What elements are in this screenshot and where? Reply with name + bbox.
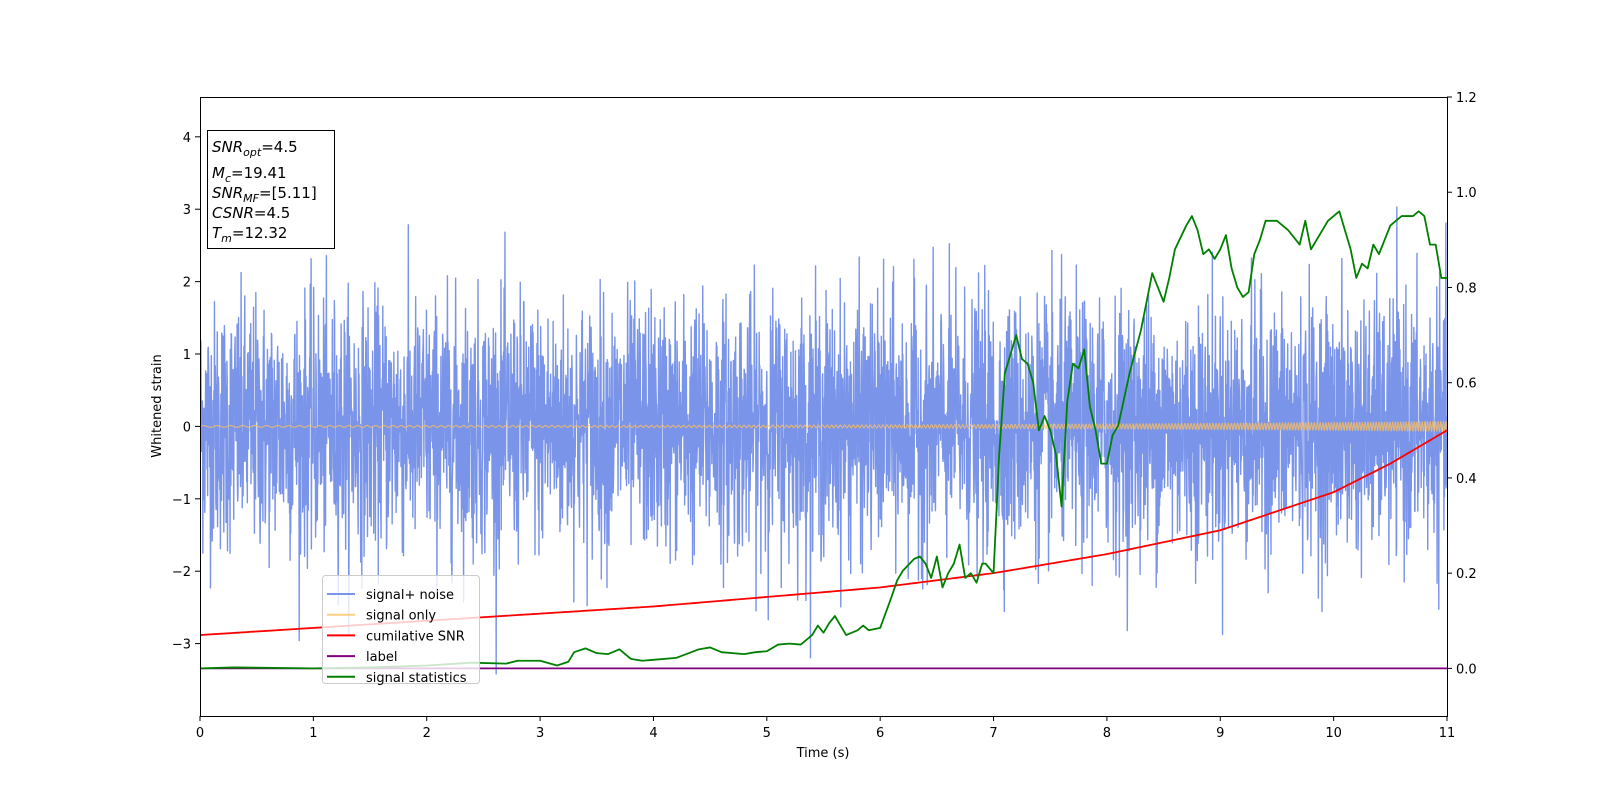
legend-label: label bbox=[366, 650, 397, 665]
y-left-tick-label: −1 bbox=[172, 493, 191, 508]
annotation-tm: Tm=12.32 bbox=[212, 224, 287, 245]
legend-label: cumilative SNR bbox=[366, 629, 465, 644]
x-tick-label: 4 bbox=[649, 726, 657, 741]
x-tick-label: 1 bbox=[309, 726, 317, 741]
x-tick-label: 3 bbox=[536, 726, 544, 741]
series-line-1 bbox=[200, 420, 1447, 432]
annotation-snr-mf: SNRMF=[5.11] bbox=[212, 184, 317, 205]
legend: signal+ noise signal only cumilative SNR la… bbox=[322, 575, 480, 686]
plot-frame bbox=[200, 97, 1448, 717]
y-left-tick-label: 0 bbox=[183, 420, 191, 435]
y-right-tick-label: 1.2 bbox=[1456, 91, 1477, 106]
y-right-tick-label: 0.0 bbox=[1456, 662, 1477, 677]
y-left-tick-label: 4 bbox=[183, 131, 191, 146]
x-axis: 0 1 2 3 4 5 6 7 8 9 10 11 bbox=[196, 716, 1455, 741]
y-right-tick-label: 0.4 bbox=[1456, 472, 1477, 487]
x-tick-label: 0 bbox=[196, 726, 204, 741]
y-left-tick-label: −3 bbox=[172, 638, 191, 653]
annotation-mc: Mc=19.41 bbox=[212, 164, 287, 185]
y-axis-right: 0.0 0.2 0.4 0.6 0.8 1.0 1.2 bbox=[1447, 91, 1477, 677]
annotation-frame bbox=[207, 130, 335, 249]
y-left-tick-label: 3 bbox=[183, 203, 191, 218]
series-line-0 bbox=[200, 206, 1447, 675]
y-right-tick-label: 1.0 bbox=[1456, 186, 1477, 201]
x-tick-label: 11 bbox=[1439, 726, 1456, 741]
y-axis-label: Whitened strain bbox=[150, 354, 165, 457]
annotation-csnr: CSNR=4.5 bbox=[212, 204, 290, 222]
x-tick-label: 5 bbox=[763, 726, 771, 741]
legend-label: signal+ noise bbox=[366, 588, 454, 603]
y-left-tick-label: −2 bbox=[172, 565, 191, 580]
legend-frame bbox=[322, 575, 480, 684]
x-tick-label: 10 bbox=[1325, 726, 1342, 741]
x-tick-label: 6 bbox=[876, 726, 884, 741]
y-right-tick-label: 0.6 bbox=[1456, 377, 1477, 392]
annotation-snr-opt: SNRopt=4.5 bbox=[212, 138, 298, 159]
x-axis-label: Time (s) bbox=[796, 746, 850, 761]
y-left-tick-label: 1 bbox=[183, 348, 191, 363]
annotation-box: SNRopt=4.5 Mc=19.41 SNRMF=[5.11] CSNR=4.… bbox=[207, 130, 335, 249]
y-right-tick-label: 0.2 bbox=[1456, 567, 1477, 582]
y-left-tick-label: 2 bbox=[183, 276, 191, 291]
y-axis-left: −3 −2 −1 0 1 2 3 4 bbox=[172, 131, 200, 653]
x-tick-label: 8 bbox=[1103, 726, 1111, 741]
x-tick-label: 9 bbox=[1216, 726, 1224, 741]
x-tick-label: 7 bbox=[989, 726, 997, 741]
legend-label: signal statistics bbox=[366, 671, 467, 686]
legend-label: signal only bbox=[366, 609, 436, 624]
y-right-tick-label: 0.8 bbox=[1456, 281, 1477, 296]
series-line-4 bbox=[200, 210, 1447, 670]
x-tick-label: 2 bbox=[423, 726, 431, 741]
